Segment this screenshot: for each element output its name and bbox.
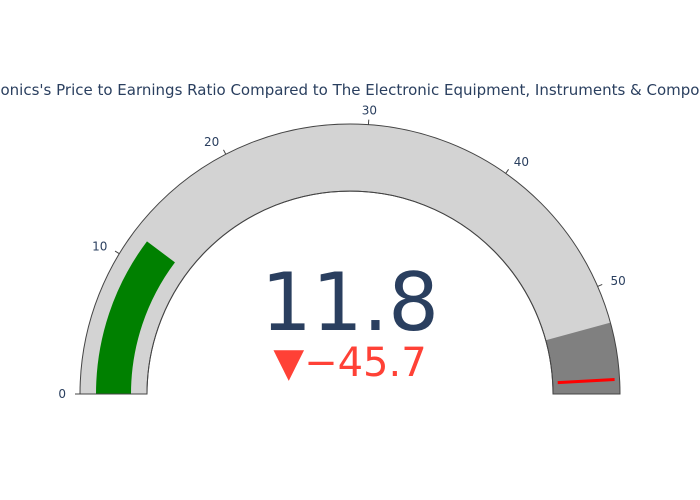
gauge-delta-value: −45.7: [304, 340, 427, 386]
gauge-tick-label: 30: [362, 104, 377, 118]
gauge-value-number: 11.8: [261, 256, 439, 349]
gauge-tick-label: 40: [514, 155, 529, 169]
gauge-value-bar: [96, 241, 175, 394]
gauge-tick-label: 10: [92, 239, 107, 253]
delta-down-icon: ▼: [273, 340, 304, 386]
gauge-tick-label: 50: [610, 274, 625, 288]
gauge-tick-mark: [114, 250, 120, 255]
gauge-ticks: 0 10 20 30 40 50: [58, 104, 625, 401]
gauge-tick-label: 0: [58, 387, 66, 401]
gauge-threshold-line: [557, 378, 615, 385]
gauge-background-arc: [80, 124, 620, 394]
gauge-tick-label: 20: [204, 135, 219, 149]
gauge-tick-mark: [223, 149, 227, 155]
gauge-step-band: [545, 322, 620, 394]
gauge-inner-outline: [146, 190, 554, 395]
gauge-delta: ▼−45.7: [273, 340, 426, 386]
chart-title: onics's Price to Earnings Ratio Compared…: [1, 81, 700, 99]
gauge-tick-mark: [597, 283, 603, 287]
gauge-tick-mark: [505, 169, 509, 174]
